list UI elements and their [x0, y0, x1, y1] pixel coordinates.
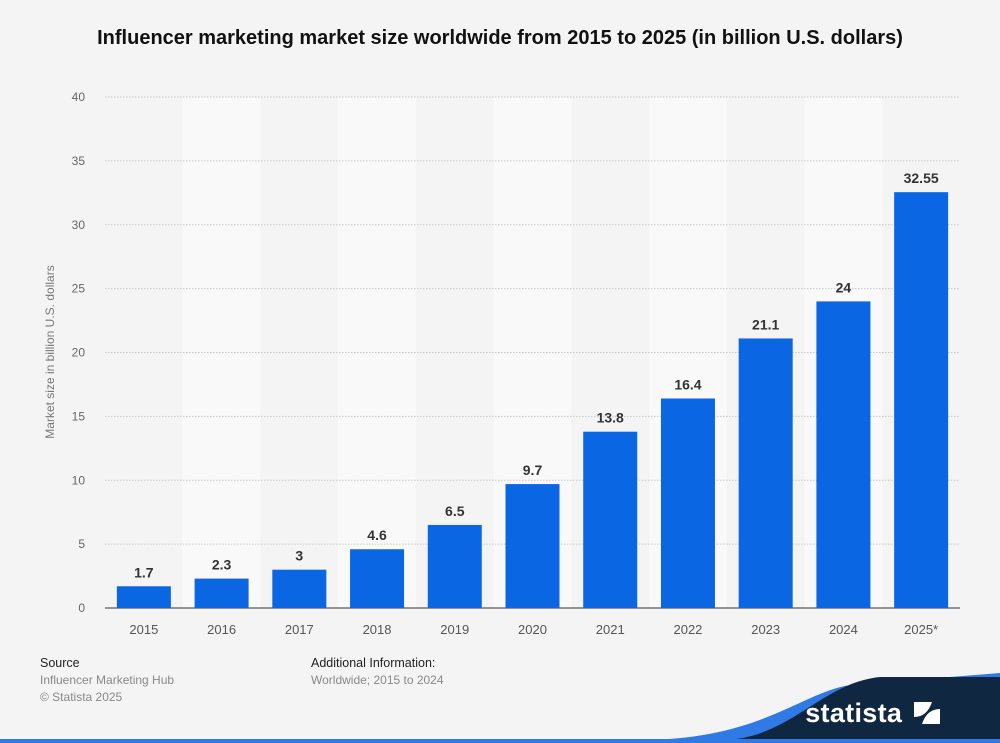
copyright-line: © Statista 2025 — [40, 690, 123, 704]
data-label: 32.55 — [904, 170, 939, 186]
statista-wordmark: statista — [805, 698, 903, 728]
y-tick-label: 40 — [72, 90, 86, 104]
x-tick-label: 2024 — [829, 622, 858, 637]
x-tick-label: 2019 — [440, 622, 469, 637]
data-label: 9.7 — [523, 462, 543, 478]
source-heading: Source — [40, 656, 80, 670]
statista-logo[interactable]: statista — [805, 698, 940, 729]
x-tick-label: 2015 — [129, 622, 158, 637]
y-tick-label: 25 — [72, 282, 86, 296]
bar-2025* — [894, 192, 949, 608]
bar-2019 — [427, 524, 482, 608]
bar-2020 — [505, 484, 560, 608]
x-tick-label: 2020 — [518, 622, 547, 637]
column-stripe — [182, 97, 261, 608]
data-label: 13.8 — [597, 410, 624, 426]
y-tick-label: 35 — [72, 154, 86, 168]
bar-chart: 0 5 10 15 20 25 30 35 40 Market size in billion U… — [43, 90, 960, 637]
bar-2015 — [116, 586, 171, 608]
statista-logo-background — [0, 673, 1000, 743]
x-tick-label: 2025* — [904, 622, 938, 637]
y-axis-label: Market size in billion U.S. dollars — [43, 265, 57, 438]
bar-2022 — [660, 398, 715, 608]
data-label: 4.6 — [367, 527, 387, 543]
data-label: 1.7 — [134, 564, 154, 580]
x-tick-label: 2023 — [751, 622, 780, 637]
y-tick-label: 0 — [78, 601, 85, 615]
data-label: 6.5 — [445, 503, 465, 519]
x-tick-label: 2021 — [596, 622, 625, 637]
bar-2023 — [738, 338, 793, 608]
bar-2024 — [816, 301, 871, 608]
bar-2016 — [194, 578, 249, 608]
x-tick-label: 2022 — [673, 622, 702, 637]
chart-title: Influencer marketing market size worldwi… — [97, 27, 903, 49]
y-tick-label: 15 — [72, 409, 86, 423]
x-tick-label: 2016 — [207, 622, 236, 637]
data-label: 3 — [295, 548, 303, 564]
bar-2018 — [350, 549, 405, 608]
data-label: 21.1 — [752, 316, 779, 332]
x-tick-label: 2017 — [285, 622, 314, 637]
info-line: Worldwide; 2015 to 2024 — [311, 673, 444, 687]
data-label: 16.4 — [674, 376, 701, 392]
y-tick-label: 20 — [72, 346, 86, 360]
y-tick-label: 5 — [78, 537, 85, 551]
bar-2021 — [583, 431, 638, 608]
source-line[interactable]: Influencer Marketing Hub — [40, 673, 175, 687]
info-heading: Additional Information: — [311, 656, 436, 670]
y-tick-label: 10 — [72, 473, 86, 487]
bar-2017 — [272, 569, 327, 608]
source-block: Source Influencer Marketing Hub © Statis… — [40, 655, 174, 706]
data-label: 24 — [836, 279, 852, 295]
additional-info-block: Additional Information: Worldwide; 2015 … — [311, 655, 444, 689]
statista-logo-icon — [914, 702, 940, 724]
x-tick-label: 2018 — [363, 622, 392, 637]
y-tick-label: 30 — [72, 218, 86, 232]
data-label: 2.3 — [212, 557, 232, 573]
